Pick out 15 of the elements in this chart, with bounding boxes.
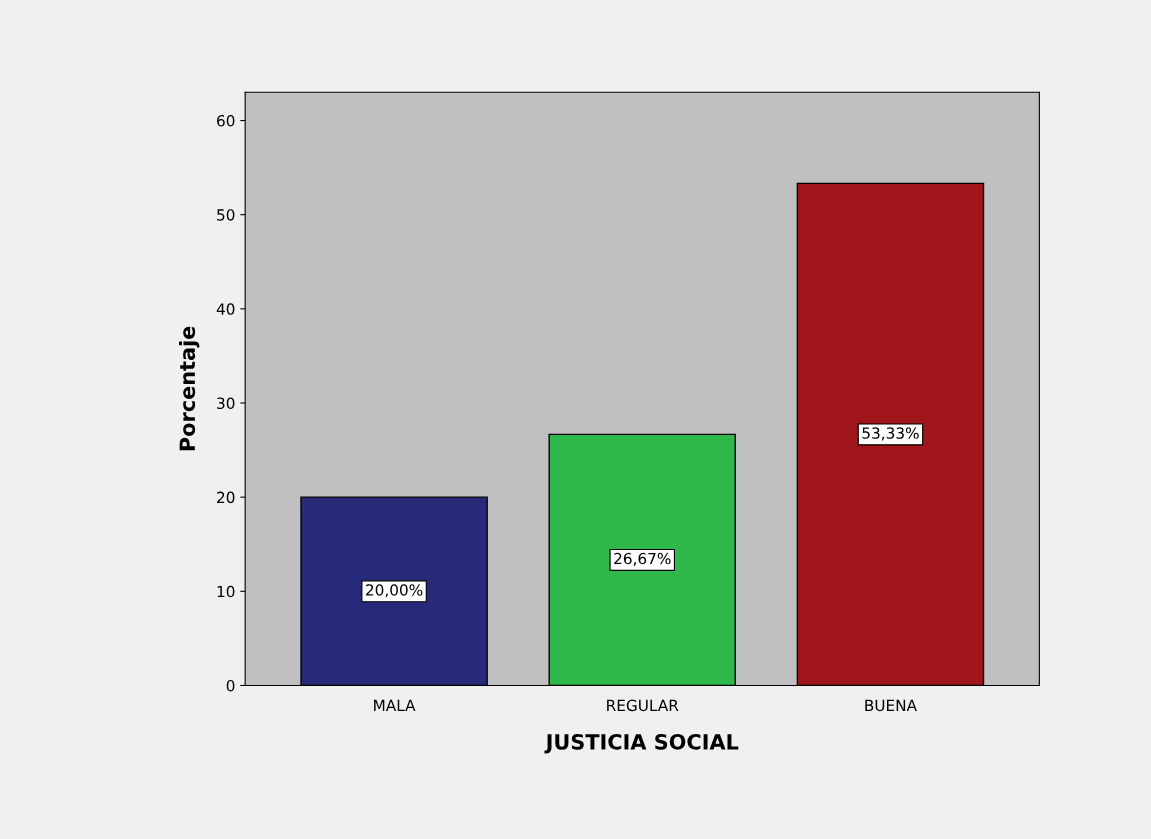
y-tick-label: 50 <box>217 209 235 221</box>
y-tick-label: 0 <box>226 679 235 692</box>
data-label: 20,00% <box>366 584 423 598</box>
x-tick-label: MALA <box>374 699 416 711</box>
y-tick-label: 10 <box>217 585 235 598</box>
y-tick-label: 60 <box>217 115 235 127</box>
x-axis-title: JUSTICIA SOCIAL <box>544 733 739 754</box>
data-label: 26,67% <box>614 552 671 566</box>
y-tick-label: 20 <box>217 491 235 504</box>
y-tick-label: 30 <box>217 397 235 410</box>
y-axis-title: Porcentaje <box>179 326 200 451</box>
y-tick-label: 40 <box>216 303 235 315</box>
x-tick-label: BUENA <box>865 699 917 712</box>
data-label: 53,33% <box>862 427 919 441</box>
x-tick-label: REGULAR <box>607 699 679 712</box>
